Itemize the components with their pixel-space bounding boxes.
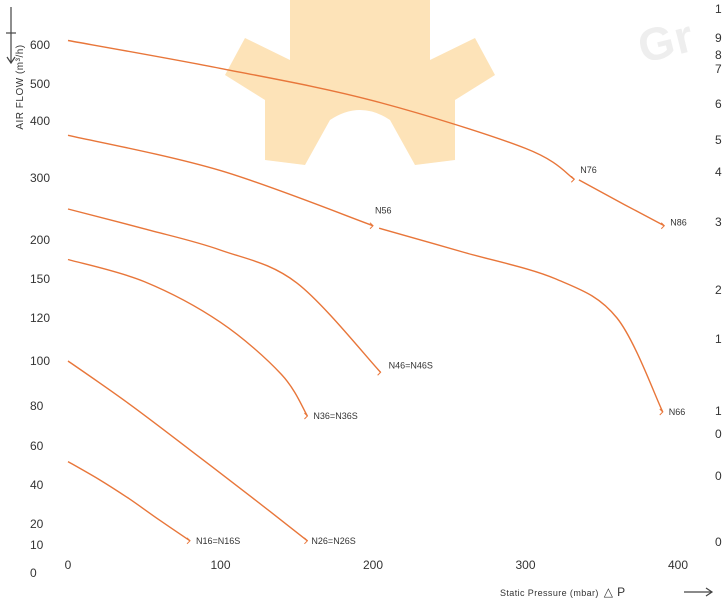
y-tick-label-5: 80 — [30, 399, 44, 413]
right-cutoff-label-7: 3 — [715, 215, 722, 229]
series-line-n76 — [67, 39, 575, 180]
right-cutoff-label-8: 2 — [715, 283, 722, 297]
x-axis-label: Static Pressure (mbar) — [500, 588, 599, 598]
y-tick-label-4: 60 — [30, 439, 44, 453]
right-cutoff-label-10: 1 — [715, 404, 722, 418]
series-label-6: N76 — [580, 165, 597, 175]
y-axis-arrow-icon — [6, 7, 16, 65]
series-end-marker-7 — [660, 222, 665, 230]
series-end-marker-6 — [570, 175, 576, 183]
series-label-3: N46=N46S — [389, 360, 433, 370]
x-axis-arrow-icon — [684, 587, 714, 597]
series-label-4: N56 — [375, 206, 392, 216]
right-cutoff-label-3: 7 — [715, 62, 722, 76]
right-cutoff-label-13: 0 — [715, 535, 722, 549]
x-tick-label-4: 400 — [668, 558, 688, 572]
x-tick-label-2: 200 — [363, 558, 383, 572]
series-line-n66 — [378, 227, 664, 413]
y-tick-label-1: 10 — [30, 538, 44, 552]
x-axis-label-row: Static Pressure (mbar) △ P — [500, 585, 628, 599]
series-end-marker-5 — [659, 408, 664, 416]
right-cutoff-label-6: 4 — [715, 165, 722, 179]
x-axis-symbol: △ P — [603, 585, 626, 599]
right-cutoff-label-0: 1 — [715, 2, 722, 16]
series-line-n26-n26s — [67, 360, 308, 542]
series-line-n86 — [578, 179, 665, 227]
y-tick-label-0: 0 — [30, 566, 37, 580]
right-cutoff-label-11: 0 — [715, 427, 722, 441]
series-line-n16-n16s — [67, 460, 191, 542]
right-cutoff-label-1: 9 — [715, 31, 722, 45]
x-tick-label-3: 300 — [515, 558, 535, 572]
y-tick-label-10: 300 — [30, 171, 50, 185]
x-tick-label-0: 0 — [65, 558, 72, 572]
series-end-marker-1 — [304, 537, 309, 545]
y-tick-label-11: 400 — [30, 114, 50, 128]
y-tick-label-2: 20 — [30, 517, 44, 531]
y-tick-label-13: 600 — [30, 38, 50, 52]
series-line-n46-n46s — [67, 208, 382, 373]
gear-watermark — [225, 0, 495, 165]
y-tick-label-3: 40 — [30, 478, 44, 492]
y-tick-label-6: 100 — [30, 354, 50, 368]
y-tick-label-7: 120 — [30, 311, 50, 325]
series-line-n36-n36s — [67, 258, 308, 417]
right-cutoff-label-12: 0 — [715, 469, 722, 483]
right-cutoff-label-4: 6 — [715, 97, 722, 111]
series-end-marker-2 — [304, 412, 309, 420]
series-end-marker-4 — [369, 222, 374, 230]
series-label-7: N86 — [670, 218, 687, 228]
series-end-marker-3 — [377, 368, 382, 376]
right-cutoff-label-5: 5 — [715, 133, 722, 147]
right-cutoff-label-9: 1 — [715, 332, 722, 346]
y-tick-label-9: 200 — [30, 233, 50, 247]
x-tick-label-1: 100 — [210, 558, 230, 572]
y-tick-label-8: 150 — [30, 272, 50, 286]
series-line-n56 — [67, 134, 374, 227]
y-tick-label-12: 500 — [30, 77, 50, 91]
series-label-1: N26=N26S — [311, 536, 355, 546]
series-label-0: N16=N16S — [196, 536, 240, 546]
series-label-2: N36=N36S — [313, 411, 357, 421]
series-end-marker-0 — [186, 537, 191, 545]
series-label-5: N66 — [669, 407, 686, 417]
right-cutoff-label-2: 8 — [715, 48, 722, 62]
